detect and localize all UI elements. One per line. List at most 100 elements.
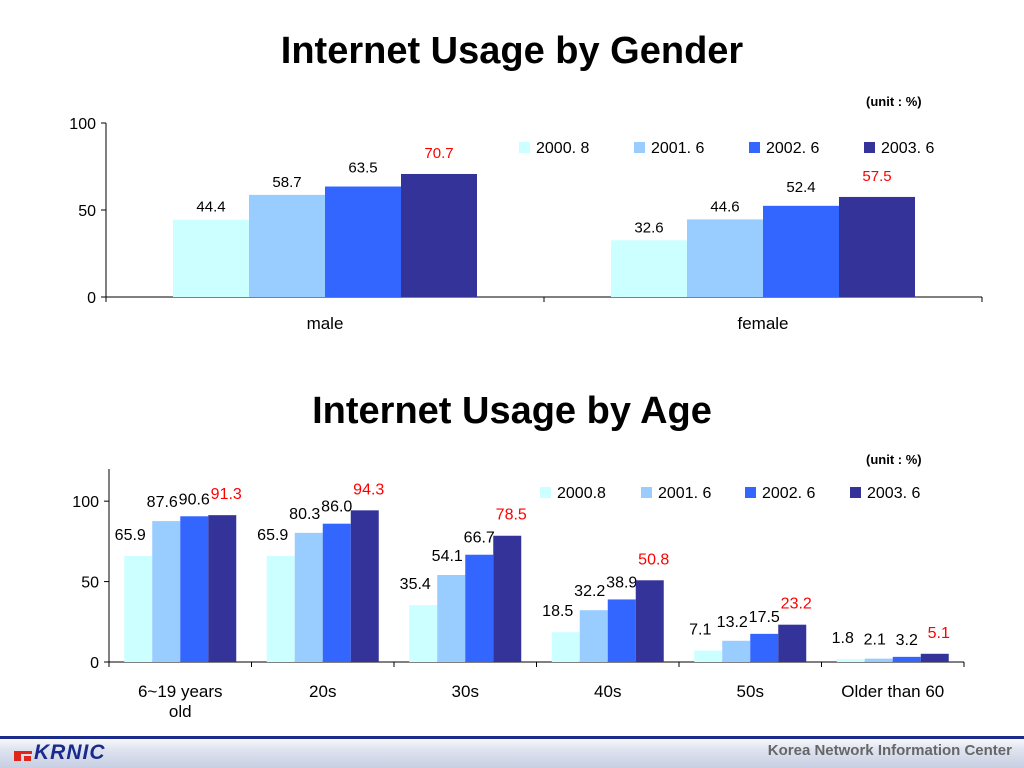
organization-name: Korea Network Information Center bbox=[767, 742, 1012, 759]
gender-legend-label: 2003. 6 bbox=[881, 140, 934, 157]
age-legend-swatch bbox=[850, 487, 861, 498]
age-data-label: 86.0 bbox=[321, 499, 352, 516]
gender-bar bbox=[687, 219, 763, 297]
age-data-label: 2.1 bbox=[864, 632, 886, 649]
age-data-label: 50.8 bbox=[638, 551, 669, 568]
gender-bar bbox=[839, 196, 915, 297]
age-bar bbox=[579, 610, 608, 662]
age-bar bbox=[750, 633, 779, 662]
gender-y-tick-label: 0 bbox=[87, 290, 96, 307]
age-bar bbox=[493, 535, 522, 662]
age-bar bbox=[465, 554, 494, 662]
age-bar bbox=[208, 515, 237, 662]
age-category-label: old bbox=[169, 702, 192, 721]
age-bar bbox=[892, 656, 921, 662]
gender-bar bbox=[325, 186, 401, 297]
age-bar bbox=[180, 516, 209, 662]
age-data-label: 5.1 bbox=[928, 625, 950, 642]
age-data-label: 54.1 bbox=[432, 548, 463, 565]
age-data-label: 87.6 bbox=[147, 494, 178, 511]
age-bar bbox=[152, 521, 181, 662]
age-bar bbox=[864, 658, 893, 662]
gender-y-tick-label: 100 bbox=[69, 116, 96, 133]
age-data-label: 7.1 bbox=[689, 622, 711, 639]
age-y-tick-label: 100 bbox=[72, 494, 99, 511]
gender-bar bbox=[611, 240, 687, 297]
gender-bar bbox=[401, 173, 477, 297]
gender-bar bbox=[173, 219, 249, 297]
gender-legend-label: 2001. 6 bbox=[651, 140, 704, 157]
age-bar bbox=[437, 574, 466, 662]
age-data-label: 65.9 bbox=[115, 527, 146, 544]
age-data-label: 66.7 bbox=[464, 530, 495, 547]
gender-category-label: female bbox=[737, 314, 788, 333]
age-category-label: 30s bbox=[452, 682, 479, 701]
logo-mark-icon bbox=[14, 745, 32, 761]
gender-data-label: 44.6 bbox=[710, 198, 739, 215]
age-bar bbox=[266, 556, 295, 662]
age-bar bbox=[920, 653, 949, 662]
age-legend-label: 2002. 6 bbox=[762, 485, 815, 502]
unit-note-gender: (unit : %) bbox=[866, 94, 922, 109]
gender-bar bbox=[249, 194, 325, 297]
age-bar bbox=[322, 523, 351, 662]
gender-data-label: 70.7 bbox=[424, 145, 453, 162]
age-bar bbox=[635, 580, 664, 662]
age-data-label: 78.5 bbox=[496, 507, 527, 524]
age-bar bbox=[551, 632, 580, 662]
age-bar bbox=[350, 510, 379, 662]
age-data-label: 1.8 bbox=[832, 630, 854, 647]
logo-text: KRNIC bbox=[34, 741, 106, 764]
age-y-tick-label: 0 bbox=[90, 655, 99, 672]
age-data-label: 32.2 bbox=[574, 583, 605, 600]
chart-title-gender: Internet Usage by Gender bbox=[280, 30, 744, 72]
gender-legend-swatch bbox=[864, 142, 875, 153]
gender-bar-chart: 0 50 100 44.4 58.7 63.5 70.7 male 32.6 44.6 52.4 57… bbox=[69, 116, 983, 333]
age-data-label: 38.9 bbox=[606, 574, 637, 591]
unit-note-age: (unit : %) bbox=[866, 452, 922, 467]
age-data-label: 17.5 bbox=[749, 609, 780, 626]
age-data-label: 91.3 bbox=[211, 486, 242, 503]
age-bar bbox=[836, 659, 865, 662]
age-data-label: 65.9 bbox=[257, 527, 288, 544]
age-bar bbox=[694, 650, 723, 662]
gender-data-label: 58.7 bbox=[272, 174, 301, 191]
age-category-label: 40s bbox=[594, 682, 621, 701]
gender-y-tick-label: 50 bbox=[78, 203, 96, 220]
gender-legend-swatch bbox=[519, 142, 530, 153]
gender-legend-label: 2000. 8 bbox=[536, 140, 589, 157]
gender-category-label: male bbox=[307, 314, 344, 333]
age-bar bbox=[124, 556, 153, 662]
age-bar bbox=[409, 605, 438, 662]
age-legend-swatch bbox=[745, 487, 756, 498]
gender-legend-swatch bbox=[634, 142, 645, 153]
age-data-label: 94.3 bbox=[353, 481, 384, 498]
age-category-label: 50s bbox=[737, 682, 764, 701]
gender-legend-label: 2002. 6 bbox=[766, 140, 819, 157]
footer-divider bbox=[0, 736, 1024, 739]
age-data-label: 35.4 bbox=[400, 576, 431, 593]
age-bar bbox=[607, 599, 636, 662]
age-category-label: 6~19 years bbox=[138, 682, 223, 701]
age-category-label: 20s bbox=[309, 682, 336, 701]
gender-data-label: 52.4 bbox=[786, 179, 815, 196]
age-data-label: 18.5 bbox=[542, 603, 573, 620]
gender-data-label: 44.4 bbox=[196, 199, 225, 216]
age-legend-swatch bbox=[641, 487, 652, 498]
gender-bar bbox=[763, 205, 839, 297]
age-bar bbox=[722, 640, 751, 662]
age-data-label: 23.2 bbox=[781, 596, 812, 613]
age-legend-label: 2000.8 bbox=[557, 485, 606, 502]
age-legend-label: 2003. 6 bbox=[867, 485, 920, 502]
age-bar bbox=[294, 532, 323, 662]
chart-title-age: Internet Usage by Age bbox=[312, 390, 712, 432]
gender-data-label: 63.5 bbox=[348, 160, 377, 177]
age-data-label: 90.6 bbox=[179, 491, 210, 508]
age-legend-swatch bbox=[540, 487, 551, 498]
footer-bar bbox=[0, 736, 1024, 768]
age-bar bbox=[778, 624, 807, 662]
gender-data-label: 32.6 bbox=[634, 219, 663, 236]
gender-data-label: 57.5 bbox=[862, 168, 891, 185]
age-data-label: 80.3 bbox=[289, 506, 320, 523]
